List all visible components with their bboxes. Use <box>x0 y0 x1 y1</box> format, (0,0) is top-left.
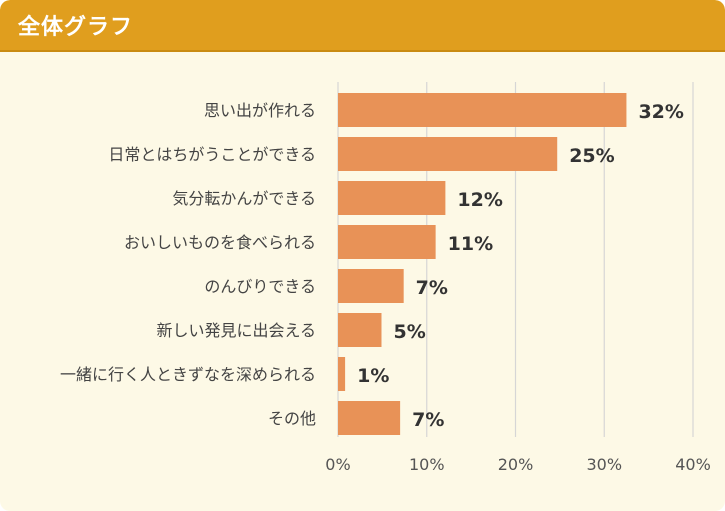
category-label: 日常とはちがうことができる <box>108 145 316 164</box>
value-label: 25% <box>569 145 614 167</box>
value-label: 32% <box>638 101 683 123</box>
bar-6 <box>338 313 382 347</box>
x-tick-label: 20% <box>498 455 534 474</box>
x-tick-label: 10% <box>409 455 445 474</box>
category-label: 新しい発見に出会える <box>156 321 316 340</box>
page-title: 全体グラフ <box>18 15 134 40</box>
value-label: 11% <box>448 233 493 255</box>
bar-3 <box>338 181 446 215</box>
bar-7 <box>338 357 346 391</box>
value-label: 7% <box>412 409 444 431</box>
x-tick-label: 40% <box>675 455 711 474</box>
bar-4 <box>338 225 436 259</box>
category-label: 一緒に行く人ときずなを深められる <box>60 365 316 384</box>
value-label: 7% <box>416 277 448 299</box>
value-label: 1% <box>357 365 389 387</box>
bar-5 <box>338 269 404 303</box>
bar-8 <box>338 401 401 435</box>
value-label: 5% <box>393 321 425 343</box>
bar-2 <box>338 137 558 171</box>
category-label: 思い出が作れる <box>204 101 316 120</box>
category-label: おいしいものを食べられる <box>124 233 316 252</box>
x-tick-label: 30% <box>586 455 622 474</box>
category-label: その他 <box>268 409 316 428</box>
bar-1 <box>338 93 627 127</box>
category-label: 気分転かんができる <box>172 189 316 208</box>
category-label: のんびりできる <box>204 277 316 296</box>
value-label: 12% <box>457 189 502 211</box>
x-tick-label: 0% <box>325 455 350 474</box>
header-bar: 全体グラフ <box>0 0 725 50</box>
